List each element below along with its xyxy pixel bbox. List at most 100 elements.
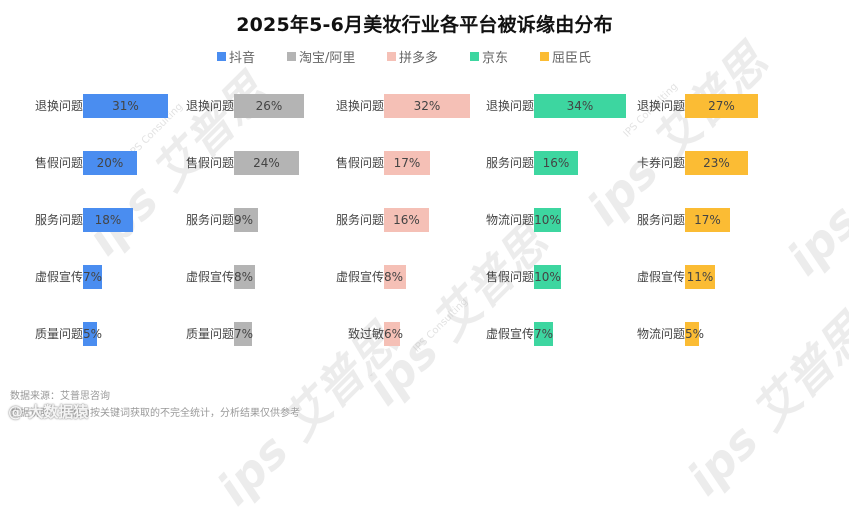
- bar-row: 退换问题 32%: [329, 94, 479, 118]
- bar-value: 8%: [234, 270, 254, 284]
- bar[interactable]: 31%: [83, 94, 168, 118]
- category-label: 虚假宣传: [636, 270, 685, 284]
- bar[interactable]: 16%: [384, 208, 429, 232]
- bar[interactable]: 17%: [685, 208, 730, 232]
- bar[interactable]: 6%: [384, 322, 404, 346]
- legend-label: 拼多多: [399, 51, 439, 66]
- bar-row: 售假问题 17%: [329, 151, 479, 175]
- bar-value: 16%: [542, 156, 570, 170]
- bar[interactable]: 7%: [534, 322, 553, 346]
- legend-item-jd[interactable]: 京东: [470, 47, 508, 66]
- bar[interactable]: 24%: [234, 151, 299, 175]
- category-label: 虚假宣传: [185, 270, 234, 284]
- bar-row: 退换问题 31%: [28, 94, 178, 118]
- legend-label: 屈臣氏: [552, 51, 592, 66]
- category-label: 服务问题: [34, 213, 83, 227]
- panel-douyin: 退换问题 31% 售假问题 20% 服务问题 18% 虚假宣传 7% 质量问题 …: [28, 94, 178, 354]
- category-label: 退换问题: [34, 99, 83, 113]
- bar-value: 17%: [393, 156, 421, 170]
- bar[interactable]: 7%: [83, 265, 102, 289]
- bar-row: 服务问题 9%: [179, 208, 329, 232]
- bar-row: 物流问题 5%: [630, 322, 780, 346]
- bar[interactable]: 11%: [685, 265, 715, 289]
- bar-row: 售假问题 10%: [479, 265, 629, 289]
- bar-row: 虚假宣传 8%: [329, 265, 479, 289]
- category-label: 质量问题: [34, 327, 83, 341]
- legend-item-watsons[interactable]: 屈臣氏: [540, 47, 591, 66]
- bar-row: 质量问题 5%: [28, 322, 178, 346]
- legend-label: 抖音: [229, 51, 256, 66]
- bar[interactable]: 16%: [534, 151, 578, 175]
- bar-value: 7%: [534, 327, 554, 341]
- category-label: 售假问题: [335, 156, 384, 170]
- bar[interactable]: 10%: [534, 265, 561, 289]
- bar[interactable]: 8%: [384, 265, 406, 289]
- bar-value: 17%: [694, 213, 721, 227]
- bar[interactable]: 9%: [234, 208, 258, 232]
- category-label: 服务问题: [185, 213, 234, 227]
- bar[interactable]: 17%: [384, 151, 430, 175]
- category-label: 物流问题: [485, 213, 534, 227]
- category-label: 卡券问题: [636, 156, 685, 170]
- category-label: 售假问题: [485, 270, 534, 284]
- category-label: 服务问题: [335, 213, 384, 227]
- bar[interactable]: 5%: [83, 322, 102, 346]
- legend-swatch-icon: [540, 52, 549, 61]
- bar-value: 31%: [112, 99, 139, 113]
- panel-watsons: 退换问题 27% 卡券问题 23% 服务问题 17% 虚假宣传 11% 物流问题…: [630, 94, 780, 354]
- bar[interactable]: 18%: [83, 208, 133, 232]
- bar[interactable]: 27%: [685, 94, 758, 118]
- bar-value: 18%: [94, 213, 122, 227]
- legend-item-douyin[interactable]: 抖音: [217, 47, 255, 66]
- overlay-watermark: @ 大数据猿: [8, 403, 89, 421]
- footer-source: 数据来源：艾普思咨询: [10, 391, 110, 402]
- bar-value: 20%: [96, 156, 124, 170]
- legend-item-taobao[interactable]: 淘宝/阿里: [287, 47, 355, 66]
- bar-value: 10%: [534, 270, 561, 284]
- bar-value: 5%: [83, 327, 103, 341]
- bar-row: 虚假宣传 8%: [179, 265, 329, 289]
- bar-row: 服务问题 18%: [28, 208, 178, 232]
- bar[interactable]: 5%: [685, 322, 704, 346]
- category-label: 质量问题: [185, 327, 234, 341]
- bar-value: 5%: [685, 327, 705, 341]
- bar[interactable]: 7%: [234, 322, 254, 346]
- legend: 抖音 淘宝/阿里 拼多多 京东 屈臣氏: [0, 47, 849, 66]
- bar-row: 虚假宣传 11%: [630, 265, 780, 289]
- bar-value: 32%: [413, 99, 441, 113]
- bar-value: 7%: [234, 327, 254, 341]
- panel-jd: 退换问题 34% 服务问题 16% 物流问题 10% 售假问题 10% 虚假宣传…: [479, 94, 629, 354]
- bar-value: 8%: [384, 270, 404, 284]
- bar[interactable]: 34%: [534, 94, 626, 118]
- bar-row: 服务问题 16%: [329, 208, 479, 232]
- legend-swatch-icon: [470, 52, 479, 61]
- bar-row: 虚假宣传 7%: [479, 322, 629, 346]
- category-label: 退换问题: [636, 99, 685, 113]
- bar-row: 售假问题 20%: [28, 151, 178, 175]
- bar-row: 卡券问题 23%: [630, 151, 780, 175]
- bar[interactable]: 8%: [234, 265, 255, 289]
- category-label: 服务问题: [485, 156, 534, 170]
- bar-value: 11%: [686, 270, 714, 284]
- bar-value: 10%: [534, 213, 561, 227]
- legend-item-pinduoduo[interactable]: 拼多多: [387, 47, 438, 66]
- bar[interactable]: 20%: [83, 151, 137, 175]
- bar[interactable]: 26%: [234, 94, 304, 118]
- bar[interactable]: 32%: [384, 94, 470, 118]
- category-label: 售假问题: [185, 156, 234, 170]
- legend-swatch-icon: [387, 52, 396, 61]
- bar-value: 6%: [384, 327, 404, 341]
- bar[interactable]: 10%: [534, 208, 561, 232]
- panel-pinduoduo: 退换问题 32% 售假问题 17% 服务问题 16% 虚假宣传 8% 致过敏 6…: [329, 94, 479, 354]
- bar-value: 26%: [255, 99, 283, 113]
- bar[interactable]: 23%: [685, 151, 748, 175]
- category-label: 退换问题: [485, 99, 534, 113]
- bar-value: 7%: [83, 270, 103, 284]
- legend-label: 淘宝/阿里: [299, 51, 356, 66]
- bar-value: 27%: [708, 99, 735, 113]
- panel-taobao: 退换问题 26% 售假问题 24% 服务问题 9% 虚假宣传 8% 质量问题 7…: [179, 94, 329, 354]
- category-label: 虚假宣传: [335, 270, 384, 284]
- category-label: 退换问题: [185, 99, 234, 113]
- bar-row: 服务问题 16%: [479, 151, 629, 175]
- chart-title: 2025年5-6月美妆行业各平台被诉缘由分布: [236, 14, 613, 36]
